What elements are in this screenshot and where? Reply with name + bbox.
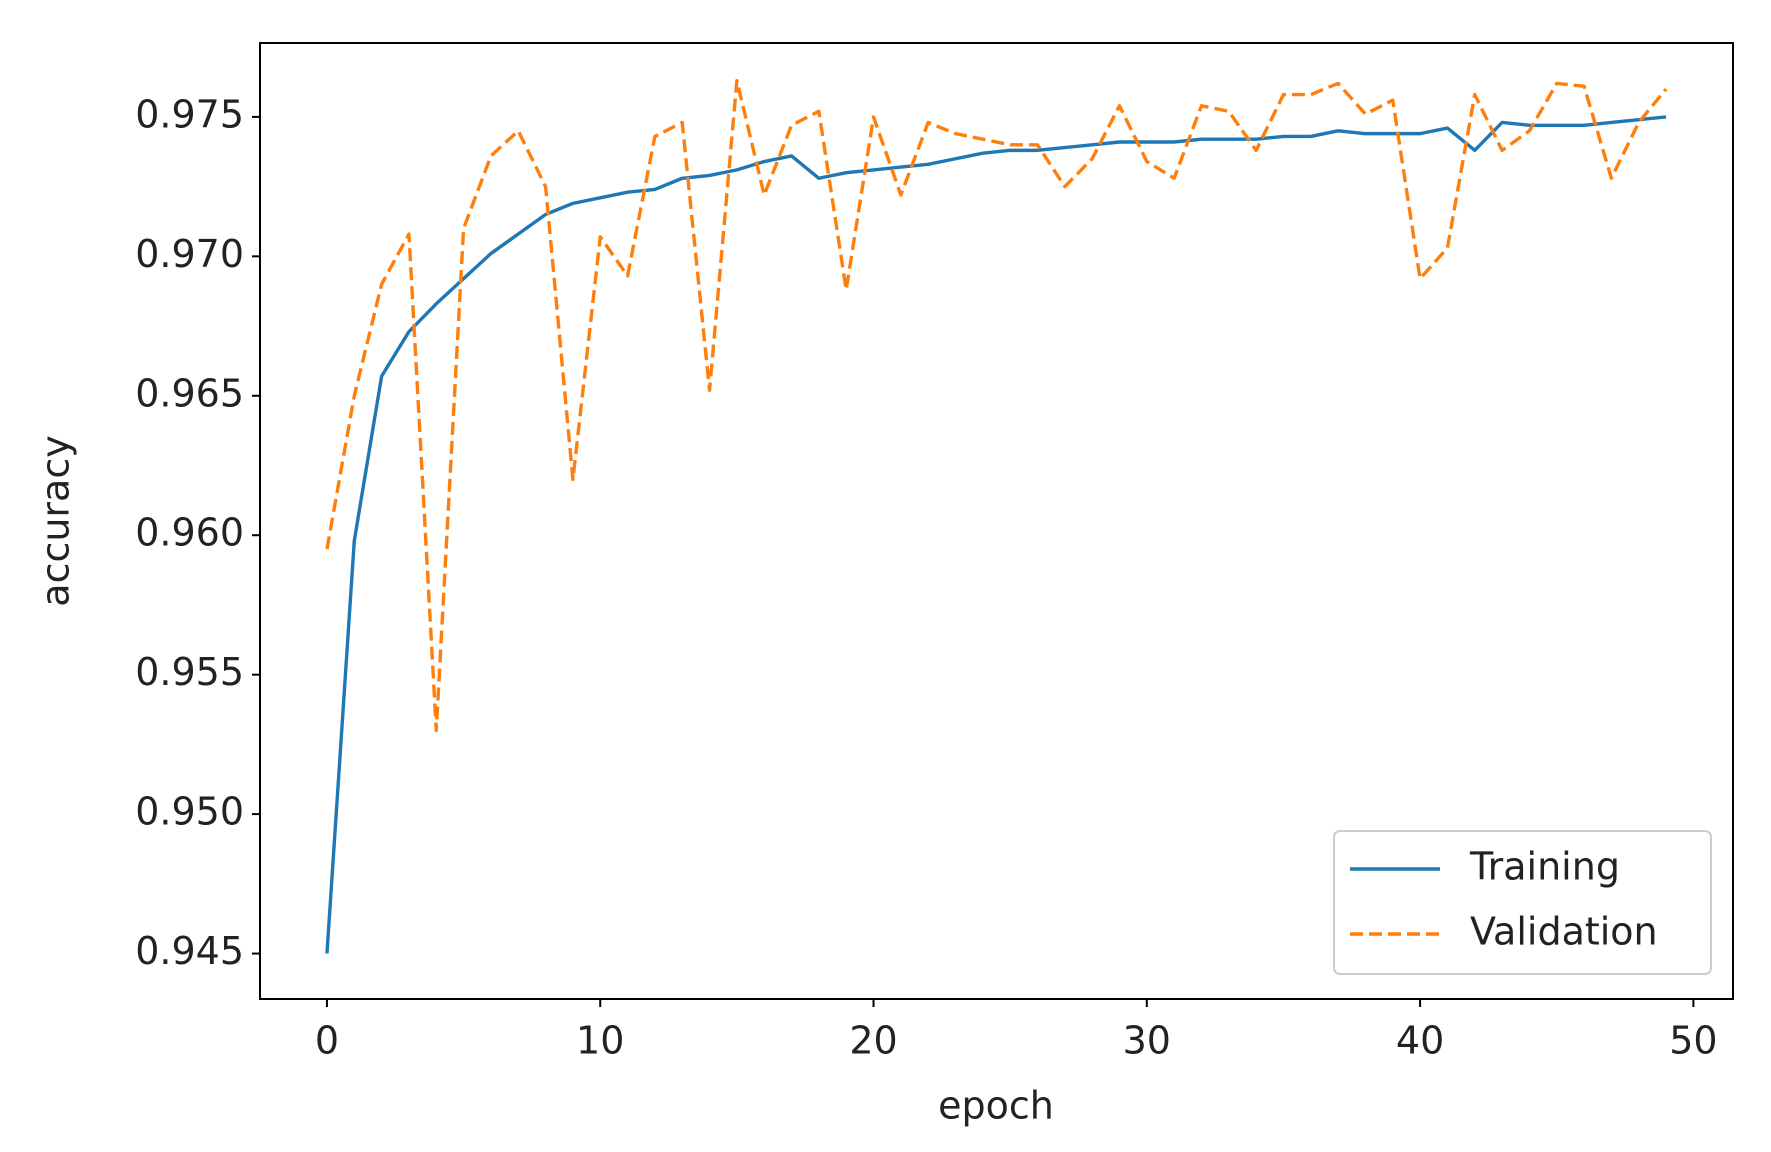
x-tick-label: 40	[1396, 1019, 1444, 1063]
x-tick-label: 50	[1669, 1019, 1717, 1063]
y-tick-label: 0.975	[135, 92, 244, 136]
plot-frame	[259, 42, 1734, 1000]
legend: Training Validation	[1333, 830, 1712, 975]
y-tick-label: 0.955	[135, 650, 244, 694]
legend-box	[1333, 830, 1712, 975]
x-tick-label: 10	[576, 1019, 624, 1063]
y-tick-label: 0.945	[135, 929, 244, 973]
y-tick-label: 0.970	[135, 232, 244, 276]
y-tick-label: 0.965	[135, 371, 244, 415]
data-line	[325, 78, 1668, 733]
y-axis-label: accuracy	[34, 435, 78, 606]
x-tick-label: 30	[1123, 1019, 1171, 1063]
legend-label: Training	[1469, 845, 1620, 889]
legend-label: Validation	[1470, 910, 1658, 954]
x-axis-label: epoch	[938, 1084, 1054, 1128]
data-line	[325, 115, 1667, 954]
y-tick-label: 0.950	[135, 790, 244, 834]
x-tick-label: 20	[849, 1019, 897, 1063]
y-tick-label: 0.960	[135, 511, 244, 555]
x-tick-label: 0	[315, 1019, 339, 1063]
